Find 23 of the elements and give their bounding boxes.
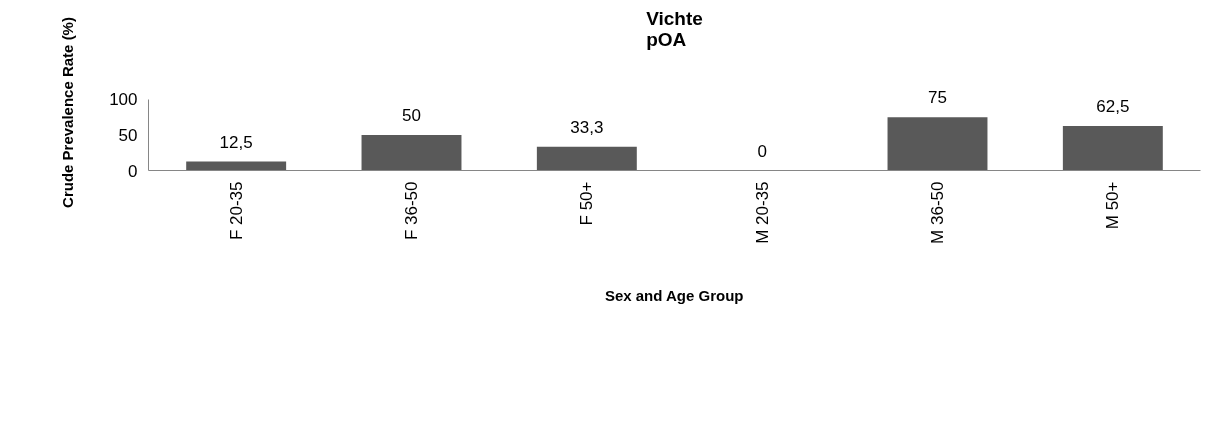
data-label: 33,3 xyxy=(570,117,604,137)
bar xyxy=(186,161,287,171)
data-label: 12,5 xyxy=(219,132,253,152)
x-tick-label: F 50+ xyxy=(577,181,597,226)
bar xyxy=(887,117,988,171)
chart-title: Vichte pOA xyxy=(646,7,703,50)
data-label: 50 xyxy=(402,105,421,125)
x-tick-label: F 20-35 xyxy=(226,181,246,241)
y-tick-label: 0 xyxy=(128,161,138,181)
data-label: 62,5 xyxy=(1096,97,1130,117)
bar xyxy=(1062,126,1163,171)
x-tick-label: M 20-35 xyxy=(752,181,772,244)
data-label: 0 xyxy=(757,141,767,161)
bar xyxy=(536,146,637,171)
x-tick-label: F 36-50 xyxy=(402,181,421,241)
y-axis-title: Crude Prevalence Rate (%) xyxy=(59,17,77,208)
x-tick-label: M 36-50 xyxy=(928,181,947,244)
y-tick-label: 50 xyxy=(118,125,138,145)
bar xyxy=(361,134,462,171)
x-tick-label: M 50+ xyxy=(1103,181,1123,230)
data-label: 75 xyxy=(928,88,947,108)
y-tick-label: 100 xyxy=(109,90,138,110)
x-axis-title: Sex and Age Group xyxy=(604,286,744,304)
